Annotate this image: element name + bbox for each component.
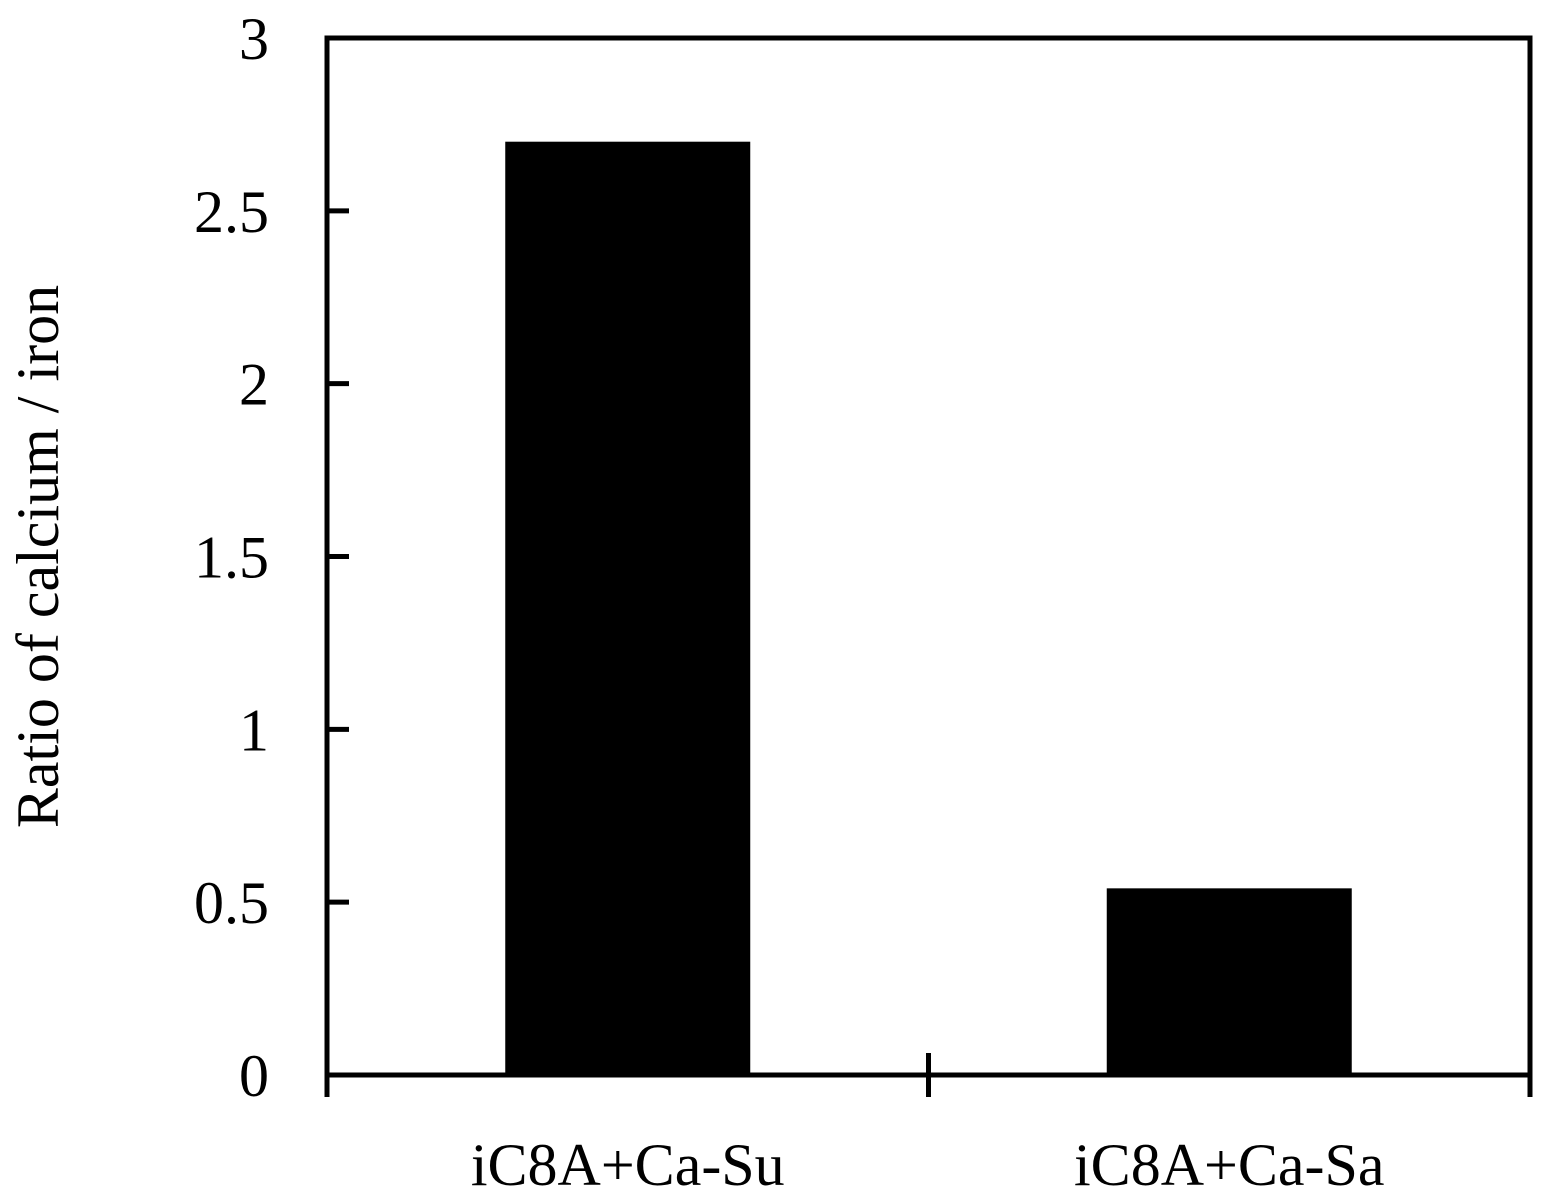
bars — [505, 141, 1352, 1075]
y-tick-label: 3 — [239, 6, 269, 72]
y-tick-label: 1.5 — [194, 525, 269, 591]
x-category-label: iC8A+Ca-Sa — [1074, 1132, 1385, 1198]
x-axis-ticks: iC8A+Ca-Su iC8A+Ca-Sa — [324, 1053, 1533, 1198]
y-tick-label: 2 — [239, 352, 269, 418]
y-tick-label: 1 — [239, 697, 269, 763]
bar-1 — [505, 141, 751, 1075]
y-axis-title: Ratio of calcium / iron — [5, 285, 71, 828]
x-category-label: iC8A+Ca-Su — [471, 1132, 785, 1198]
bar-2 — [1106, 888, 1352, 1075]
y-tick-label: 2.5 — [194, 179, 269, 245]
y-tick-label: 0 — [239, 1043, 269, 1109]
y-axis-ticks: 0 0.5 1 1.5 2 2.5 3 — [194, 6, 349, 1109]
y-tick-label: 0.5 — [194, 870, 269, 936]
